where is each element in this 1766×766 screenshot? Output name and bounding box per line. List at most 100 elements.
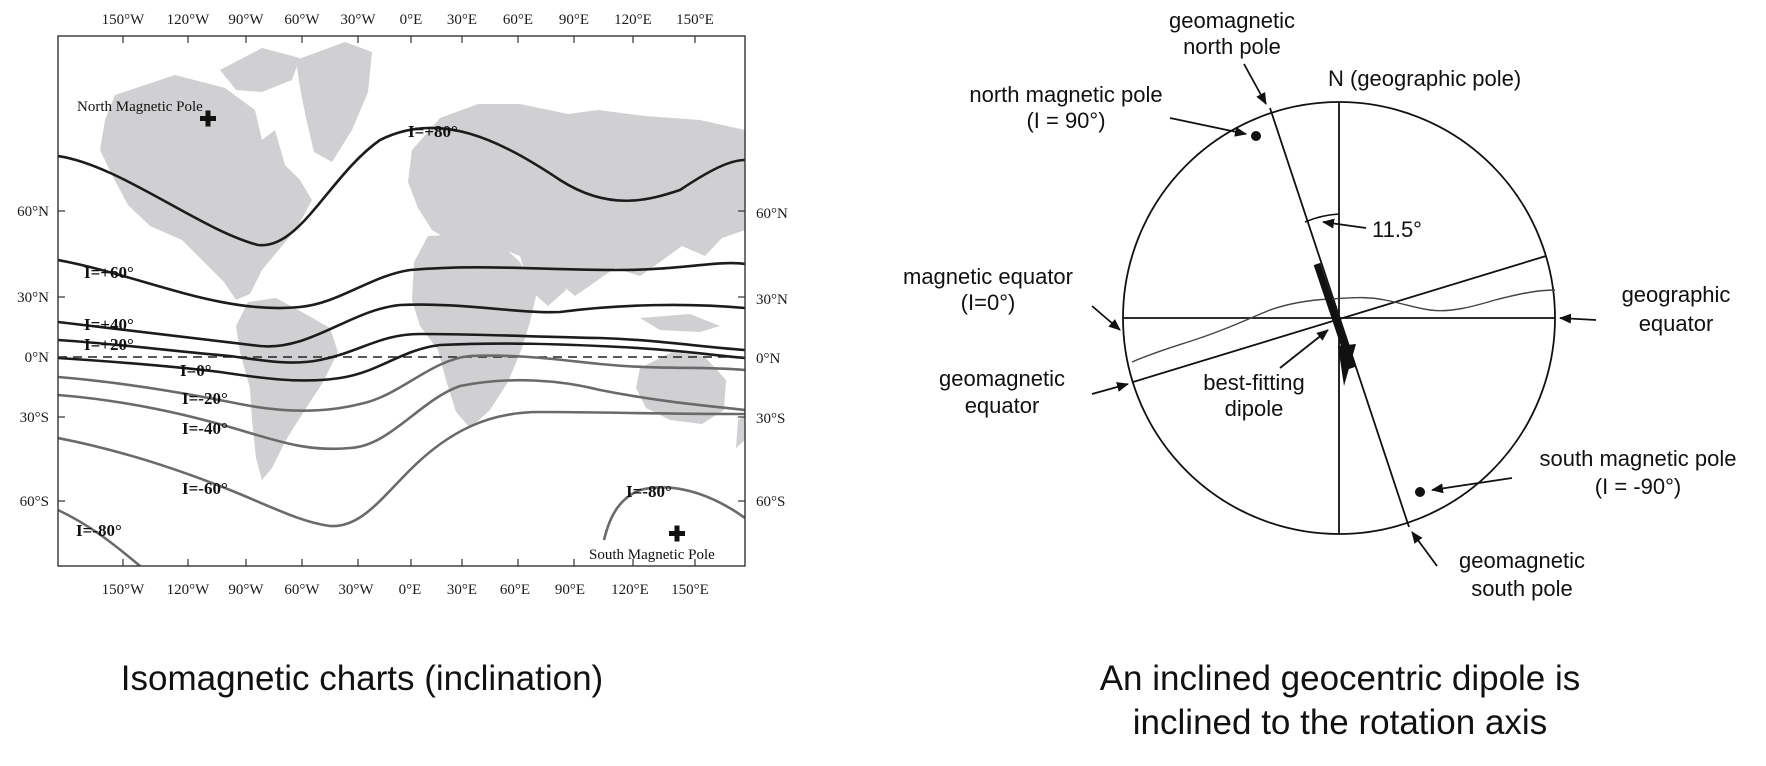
south-magnetic-pole-dot xyxy=(1415,487,1425,497)
isocline-label-plus40: I=+40° xyxy=(84,315,134,334)
left-tick-label: 0°N xyxy=(25,350,49,366)
bottom-tick-label: 120°W xyxy=(167,582,210,598)
arrow-geographic-equator xyxy=(1559,313,1597,324)
bottom-tick-label: 30°E xyxy=(447,582,477,598)
top-tick-label: 90°E xyxy=(559,12,589,28)
isocline-label-minus60: I=-60° xyxy=(182,479,228,498)
label-north-geographic-pole: N (geographic pole) xyxy=(1328,66,1521,91)
bottom-tick-label: 90°W xyxy=(228,582,264,598)
top-tick-label: 150°W xyxy=(102,12,145,28)
landmass-new-zealand xyxy=(736,416,745,448)
landmass-indonesia xyxy=(640,314,720,332)
label-geomagnetic-south-pole-2: south pole xyxy=(1471,576,1573,601)
geomagnetic-axis xyxy=(1269,107,1410,528)
isocline-plus40 xyxy=(58,303,745,348)
top-tick-label: 120°W xyxy=(167,12,210,28)
dipole-arrowhead-icon xyxy=(1338,344,1356,386)
bottom-tick-label: 120°E xyxy=(611,582,649,598)
isomagnetic-map: 150°W 120°W 90°W 60°W 30°W 0°E 30°E 60°E… xyxy=(17,12,788,698)
north-magnetic-pole-label: North Magnetic Pole xyxy=(77,99,203,115)
isocline-minus80-west xyxy=(58,508,141,566)
top-tick-label: 150°E xyxy=(676,12,714,28)
right-tick-label: 0°N xyxy=(756,351,780,367)
label-south-magnetic-pole-2: (I = -90°) xyxy=(1595,474,1681,499)
right-tick-label: 60°S xyxy=(756,494,785,510)
map-frame xyxy=(57,35,746,567)
right-latitude-labels: 60°N 30°N 0°N 30°S 60°S xyxy=(756,206,788,510)
top-tick-label: 60°W xyxy=(284,12,320,28)
label-geomagnetic-equator-1: geomagnetic xyxy=(939,366,1065,391)
label-north-magnetic-pole-2: (I = 90°) xyxy=(1026,108,1105,133)
top-tick-label: 60°E xyxy=(503,12,533,28)
label-north-magnetic-pole-1: north magnetic pole xyxy=(969,82,1162,107)
dipole-diagram: geomagnetic north pole N (geographic pol… xyxy=(903,8,1736,742)
bottom-tick-label: 150°W xyxy=(102,582,145,598)
label-geomagnetic-north-pole-1: geomagnetic xyxy=(1169,8,1295,33)
arrow-best-fitting-dipole xyxy=(1279,329,1329,369)
label-magnetic-equator-1: magnetic equator xyxy=(903,264,1073,289)
south-magnetic-pole-label: South Magnetic Pole xyxy=(589,547,715,563)
label-geomagnetic-equator-2: equator xyxy=(965,393,1040,418)
bottom-longitude-labels: 150°W 120°W 90°W 60°W 30°W 0°E 30°E 60°E… xyxy=(102,582,709,598)
angle-arc xyxy=(1304,213,1340,223)
isocline-minus80-east xyxy=(602,486,745,541)
isocline-label-minus40: I=-40° xyxy=(182,419,228,438)
isocline-plus80 xyxy=(58,126,745,247)
landmass-africa xyxy=(412,234,536,428)
label-angle: 11.5° xyxy=(1372,217,1422,242)
north-magnetic-pole-cross-icon xyxy=(200,110,216,127)
label-geomagnetic-south-pole-1: geomagnetic xyxy=(1459,548,1585,573)
map-tick-marks xyxy=(58,36,745,566)
right-tick-label: 60°N xyxy=(756,206,788,222)
top-longitude-labels: 150°W 120°W 90°W 60°W 30°W 0°E 30°E 60°E… xyxy=(102,12,714,28)
top-tick-label: 120°E xyxy=(614,12,652,28)
label-geographic-equator-2: equator xyxy=(1639,311,1714,336)
isocline-label-plus80: I=+80° xyxy=(408,122,458,141)
bottom-tick-label: 0°E xyxy=(399,582,422,598)
label-south-magnetic-pole-1: south magnetic pole xyxy=(1540,446,1737,471)
top-tick-label: 0°E xyxy=(400,12,423,28)
bottom-tick-label: 150°E xyxy=(671,582,709,598)
label-geomagnetic-north-pole-2: north pole xyxy=(1183,34,1281,59)
isocline-label-minus80-west: I=-80° xyxy=(76,521,122,540)
left-tick-label: 60°S xyxy=(20,494,49,510)
north-magnetic-pole-dot xyxy=(1251,131,1261,141)
isocline-label-minus80-east: I=-80° xyxy=(626,482,672,501)
landmass-south-america xyxy=(236,298,338,480)
landmass-greenland xyxy=(296,42,372,162)
bottom-tick-label: 60°E xyxy=(500,582,530,598)
left-latitude-labels: 60°N 30°N 0°N 30°S 60°S xyxy=(17,204,49,510)
top-tick-label: 90°W xyxy=(228,12,264,28)
arrow-geomagnetic-north xyxy=(1243,63,1267,105)
arrow-north-magnetic-pole xyxy=(1169,117,1247,137)
landmass-north-america xyxy=(100,75,312,300)
left-tick-label: 60°N xyxy=(17,204,49,220)
isoclinic-lines xyxy=(58,126,745,566)
map-caption: Isomagnetic charts (inclination) xyxy=(121,659,603,698)
bottom-tick-label: 90°E xyxy=(555,582,585,598)
dipole-caption-line-1: An inclined geocentric dipole is xyxy=(1100,659,1581,698)
label-best-fitting-dipole-2: dipole xyxy=(1225,396,1284,421)
south-magnetic-pole-cross-icon xyxy=(669,525,685,542)
top-tick-label: 30°E xyxy=(447,12,477,28)
isocline-label-0: I=0° xyxy=(180,361,212,380)
isocline-minus60 xyxy=(58,410,745,528)
arrow-angle xyxy=(1322,218,1367,229)
arrow-geomagnetic-south xyxy=(1411,531,1438,567)
landmass-eurasia xyxy=(408,104,745,296)
arrow-geomagnetic-equator xyxy=(1091,382,1129,395)
label-magnetic-equator-2: (I=0°) xyxy=(961,290,1016,315)
left-tick-label: 30°S xyxy=(20,410,49,426)
label-best-fitting-dipole-1: best-fitting xyxy=(1203,370,1305,395)
right-tick-label: 30°N xyxy=(756,292,788,308)
isocline-minus20 xyxy=(58,354,745,413)
bottom-tick-label: 30°W xyxy=(338,582,374,598)
isocline-minus40 xyxy=(58,378,745,451)
arrow-magnetic-equator xyxy=(1091,305,1121,331)
top-tick-label: 30°W xyxy=(340,12,376,28)
isocline-label-plus20: I=+20° xyxy=(84,335,134,354)
isocline-plus60 xyxy=(58,258,745,310)
isocline-plus20 xyxy=(58,332,745,364)
landmass-arctic-islands xyxy=(220,48,300,92)
isocline-label-plus60: I=+60° xyxy=(84,263,134,282)
